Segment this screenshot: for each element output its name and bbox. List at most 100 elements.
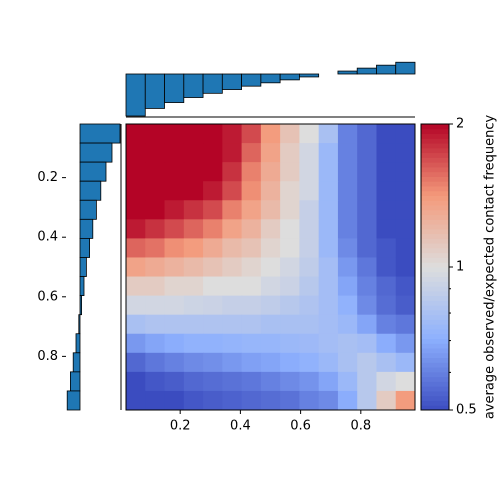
x-tick-label: 0.6 [290, 419, 311, 434]
heatmap-cell [203, 143, 223, 163]
heatmap-cell [164, 390, 185, 411]
heatmap-cell [183, 371, 204, 392]
heatmap-cell [357, 314, 377, 335]
heatmap-cell [318, 333, 339, 354]
heatmap-cell [126, 238, 146, 258]
heatmap-cell [299, 314, 320, 335]
heatmap-cell [299, 143, 320, 163]
heatmap-cell [183, 162, 204, 182]
heatmap-cell [203, 200, 223, 220]
left-marginal-bar [79, 295, 82, 316]
colorbar-tick-label: 2 [456, 117, 464, 132]
heatmap-cell [164, 257, 185, 278]
heatmap-cell [337, 276, 358, 297]
heatmap-cell [126, 143, 146, 163]
heatmap-cell [376, 333, 397, 354]
heatmap-cell [318, 143, 339, 163]
colorbar-step [421, 238, 449, 244]
heatmap-cell [126, 314, 146, 335]
colorbar-step [421, 367, 449, 373]
colorbar-step [421, 124, 449, 130]
heatmap-cell [299, 276, 320, 297]
left-marginal-bar [79, 199, 97, 220]
heatmap-cell [164, 333, 185, 354]
heatmap-cell [145, 219, 166, 239]
heatmap-cell [203, 238, 223, 258]
heatmap-cell [357, 276, 377, 297]
colorbar-step [421, 171, 449, 177]
heatmap-cell [164, 124, 185, 144]
heatmap-cell [222, 200, 243, 220]
heatmap-cell [145, 257, 166, 278]
heatmap-cell [260, 219, 281, 239]
heatmap-cell [222, 352, 243, 373]
heatmap-cell [337, 162, 358, 182]
heatmap-cell [280, 390, 300, 411]
heatmap-cell [222, 238, 243, 258]
colorbar-tick-label: 1 [456, 260, 464, 275]
colorbar-step [421, 143, 449, 149]
heatmap-cell [260, 143, 281, 163]
heatmap-cell [318, 352, 339, 373]
x-tick-label: 0.4 [230, 419, 251, 434]
heatmap-cell [222, 143, 243, 163]
heatmap-cell [164, 143, 185, 163]
heatmap-cell [299, 181, 320, 201]
heatmap-cell [376, 276, 397, 297]
heatmap-cell [145, 181, 166, 201]
heatmap-cell [241, 314, 262, 335]
heatmap-cell [203, 276, 223, 297]
top-marginal-bar [395, 61, 416, 75]
colorbar-step [421, 381, 449, 387]
heatmap-cell [145, 238, 166, 258]
heatmap-cell [183, 181, 204, 201]
colorbar-step [421, 133, 449, 139]
left-marginal-bar [79, 218, 94, 239]
colorbar-step [421, 219, 449, 225]
heatmap-cell [164, 314, 185, 335]
y-tick-label: 0.6 [37, 289, 58, 304]
heatmap-cell [260, 371, 281, 392]
top-marginal-bar [356, 67, 377, 75]
heatmap-cell [183, 200, 204, 220]
colorbar-step [421, 305, 449, 311]
colorbar-step [421, 267, 449, 273]
heatmap-cell [357, 219, 377, 239]
colorbar-step [421, 309, 449, 316]
heatmap-cell [280, 295, 300, 316]
heatmap-cell [376, 124, 397, 144]
heatmap-cell [222, 219, 243, 239]
heatmap-cell [395, 390, 416, 411]
heatmap-cell [260, 295, 281, 316]
heatmap-cell [164, 276, 185, 297]
colorbar-step [421, 281, 449, 287]
heatmap-cell [337, 333, 358, 354]
heatmap-cell [357, 181, 377, 201]
colorbar-step [421, 243, 449, 249]
heatmap-cell [241, 333, 262, 354]
heatmap-cell [337, 352, 358, 373]
heatmap-cell [241, 200, 262, 220]
colorbar-step [421, 352, 449, 359]
heatmap-cell [299, 257, 320, 278]
heatmap-cell [241, 219, 262, 239]
heatmap-cell [260, 276, 281, 297]
top-marginal-bar [298, 73, 320, 78]
heatmap-cell [203, 390, 223, 411]
heatmap-cell [337, 314, 358, 335]
heatmap-cell [280, 314, 300, 335]
colorbar-step [421, 195, 449, 201]
heatmap-cell [357, 257, 377, 278]
heatmap-cell [164, 200, 185, 220]
heatmap-cell [260, 257, 281, 278]
colorbar-step [421, 257, 449, 263]
colorbar-step [421, 395, 449, 401]
colorbar-step [421, 209, 449, 216]
heatmap-cell [164, 238, 185, 258]
heatmap-cell [395, 124, 416, 144]
heatmap-cell [222, 314, 243, 335]
heatmap-cell [183, 390, 204, 411]
heatmap-cell [280, 371, 300, 392]
heatmap-cell [260, 314, 281, 335]
